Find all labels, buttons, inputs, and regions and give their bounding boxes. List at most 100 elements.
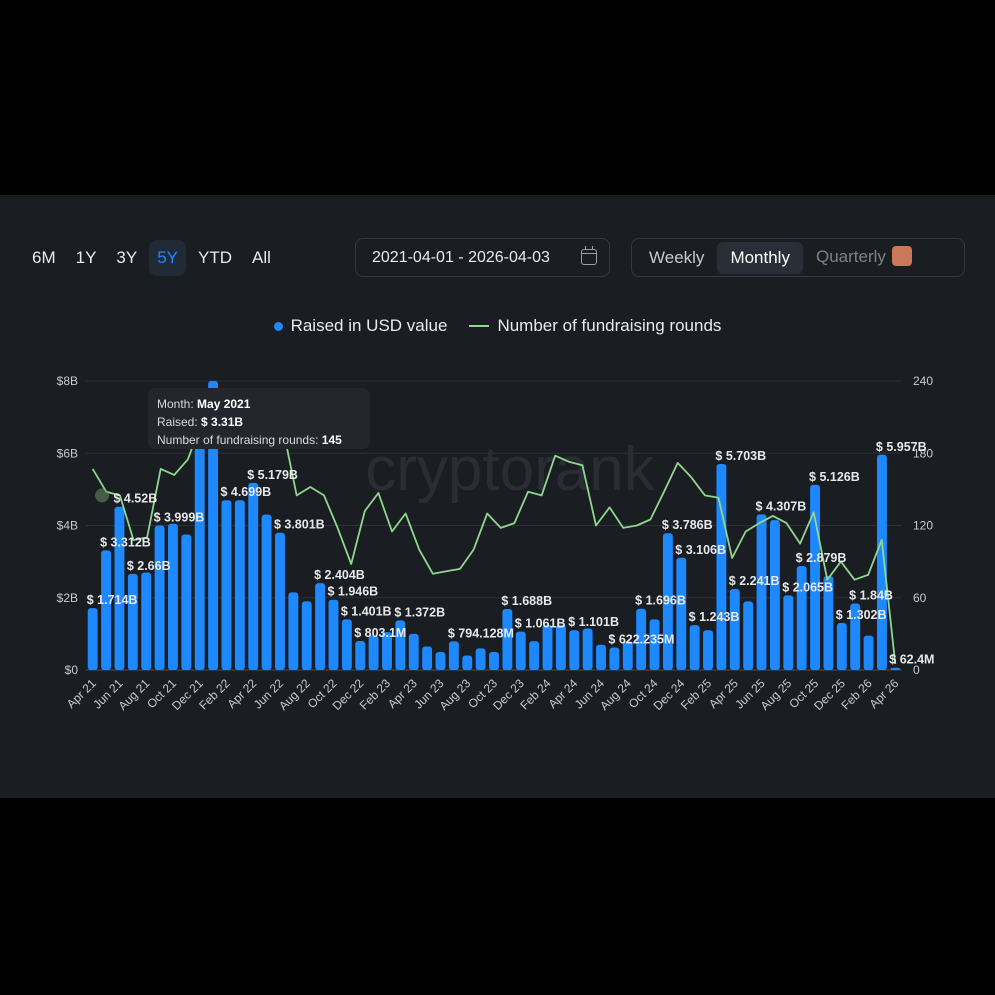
bar[interactable] (596, 644, 606, 670)
data-label: $ 4.52B (113, 492, 157, 506)
bar[interactable] (395, 620, 406, 670)
bar[interactable] (168, 523, 178, 670)
data-label: $ 1.401B (341, 604, 392, 618)
bar[interactable] (114, 506, 125, 670)
bar[interactable] (729, 589, 740, 670)
x-tick-label: Feb 26 (838, 676, 875, 713)
data-label: $ 1.101B (568, 615, 619, 629)
legend-item-rounds[interactable]: Number of fundraising rounds (469, 316, 721, 336)
bar[interactable] (810, 484, 820, 670)
data-label: $ 2.404B (314, 568, 365, 582)
bar[interactable] (769, 520, 780, 670)
x-tick-label: Aug 24 (597, 676, 634, 713)
bar[interactable] (609, 647, 620, 670)
bar[interactable] (716, 463, 727, 670)
bar[interactable] (703, 630, 713, 670)
bar[interactable] (422, 646, 433, 670)
bar[interactable] (876, 454, 887, 670)
period-button-1y[interactable]: 1Y (75, 248, 97, 267)
data-label: $ 1.714B (87, 593, 138, 607)
granularity-button-monthly[interactable]: Monthly (717, 241, 803, 274)
bar[interactable] (863, 635, 874, 670)
bar[interactable] (489, 651, 499, 670)
period-button-6m[interactable]: 6M (32, 248, 56, 267)
bar[interactable] (836, 622, 847, 670)
granularity-label: Monthly (730, 247, 790, 267)
bar[interactable] (341, 619, 352, 670)
bar[interactable] (582, 628, 593, 670)
bar[interactable] (208, 381, 219, 670)
bar[interactable] (743, 601, 754, 670)
highlight-point[interactable] (95, 488, 110, 503)
bar[interactable] (181, 534, 192, 670)
y-left-tick-label: $2B (57, 591, 78, 605)
bar[interactable] (689, 625, 700, 670)
granularity-button-quarterly[interactable]: Quarterly (803, 241, 925, 274)
data-label: $ 803.1M (354, 626, 406, 640)
legend-dot-icon (273, 321, 283, 331)
granularity-label: Weekly (649, 247, 705, 267)
bar[interactable] (502, 609, 513, 670)
data-label: $ 4.699B (220, 485, 271, 499)
bar[interactable] (261, 514, 272, 670)
data-label: $ 2.66B (127, 559, 171, 573)
bar[interactable] (529, 641, 540, 670)
bar[interactable] (475, 648, 486, 670)
bar[interactable] (636, 608, 647, 670)
bar[interactable] (448, 641, 459, 670)
bar[interactable] (515, 631, 526, 670)
bar[interactable] (676, 557, 687, 670)
bar[interactable] (368, 635, 379, 670)
bar[interactable] (435, 651, 446, 670)
bar[interactable] (234, 500, 245, 670)
bar[interactable] (315, 583, 326, 670)
granularity-button-weekly[interactable]: Weekly (636, 242, 717, 274)
period-button-3y[interactable]: 3Y (116, 248, 138, 267)
tooltip-month-label: Month: (157, 397, 194, 411)
date-range-picker[interactable]: 2021-04-01 - 2026-04-03 (355, 238, 610, 277)
bar[interactable] (542, 624, 553, 670)
x-tick-label: Apr 26 (867, 676, 902, 711)
bar[interactable] (194, 409, 205, 670)
bar[interactable] (462, 655, 473, 670)
bar[interactable] (328, 599, 339, 670)
period-button-5y[interactable]: 5Y (149, 240, 187, 276)
bar[interactable] (622, 641, 633, 670)
bar[interactable] (248, 482, 259, 670)
bar[interactable] (649, 619, 660, 670)
bar[interactable] (850, 603, 861, 670)
bar[interactable] (101, 550, 112, 670)
bar[interactable] (823, 576, 834, 670)
bar[interactable] (756, 514, 767, 670)
bar[interactable] (141, 572, 152, 670)
bar[interactable] (796, 565, 807, 670)
period-button-all[interactable]: All (252, 248, 271, 267)
bar[interactable] (301, 601, 312, 670)
data-label: $ 3.786B (662, 518, 713, 532)
bar[interactable] (355, 640, 366, 670)
bar[interactable] (408, 633, 419, 670)
bar[interactable] (783, 595, 794, 670)
y-right-tick-label: 120 (913, 519, 933, 533)
data-label: $ 5.126B (809, 470, 860, 484)
bar[interactable] (662, 533, 673, 670)
data-label: $ 1.243B (689, 610, 740, 624)
bar[interactable] (87, 608, 98, 670)
legend-item-raised[interactable]: Raised in USD value (273, 316, 447, 336)
y-left-tick-label: $0 (65, 663, 79, 677)
bar[interactable] (890, 667, 901, 670)
data-label: $ 4.307B (756, 499, 807, 513)
data-label: $ 1.946B (327, 585, 378, 599)
bar[interactable] (288, 592, 299, 670)
x-tick-label: Aug 23 (437, 676, 474, 713)
bar[interactable] (221, 500, 232, 670)
bar[interactable] (555, 624, 566, 670)
bar[interactable] (569, 630, 580, 670)
bar[interactable] (382, 632, 392, 670)
data-label: $ 794.128M (448, 626, 514, 640)
bar[interactable] (127, 573, 138, 670)
period-button-ytd[interactable]: YTD (198, 248, 233, 267)
bar[interactable] (275, 532, 285, 670)
bar[interactable] (154, 525, 165, 670)
